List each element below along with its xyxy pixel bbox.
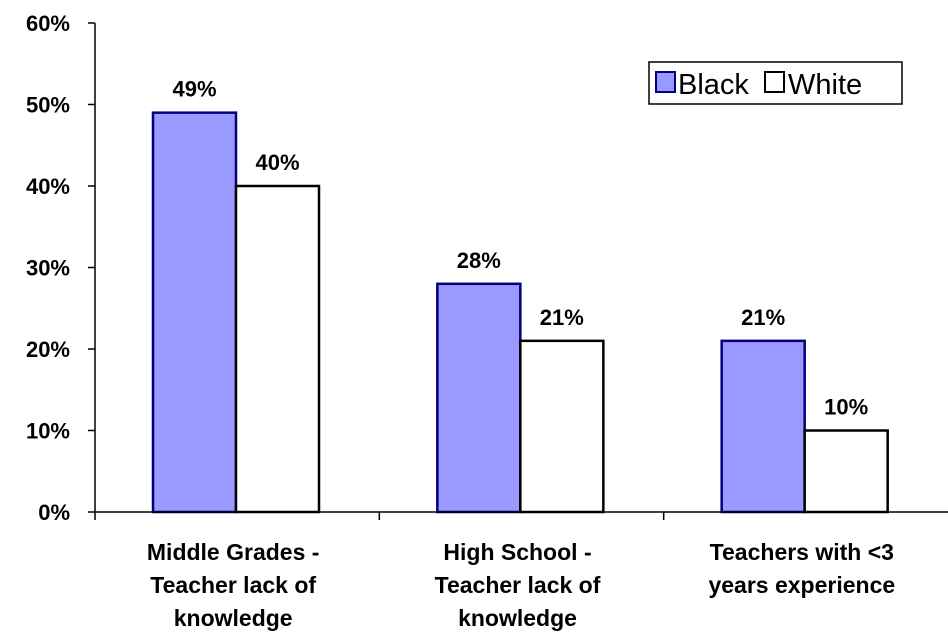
data-label-black-2: 21% (741, 305, 785, 330)
category-label-0: Middle Grades - Teacher lack of knowledge (147, 539, 320, 631)
data-label-black-0: 49% (172, 77, 216, 102)
y-tick-label: 40% (26, 174, 70, 199)
y-ticks: 0% 10% 20% 30% 40% 50% 60% (26, 11, 95, 525)
category-label-line: years experience (708, 572, 895, 598)
y-tick-label: 30% (26, 256, 70, 281)
bar-black-2 (720, 339, 806, 514)
y-tick-label: 50% (26, 93, 70, 118)
category-label-line: Teachers with <3 (710, 539, 894, 565)
bar-black-1 (436, 282, 522, 514)
bar-black-0 (151, 111, 238, 514)
category-label-line: Teacher lack of (435, 572, 601, 598)
y-tick-label: 60% (26, 11, 70, 36)
category-label-line: Teacher lack of (150, 572, 316, 598)
y-tick-label: 10% (26, 419, 70, 444)
data-label-white-0: 40% (255, 150, 299, 175)
data-label-white-1: 21% (540, 305, 584, 330)
data-labels: 49% 40% 28% 21% 21% 10% (172, 77, 868, 420)
x-ticks (94, 512, 665, 520)
category-label-line: knowledge (458, 605, 577, 631)
bar-white-2 (803, 429, 889, 514)
category-label-line: knowledge (174, 605, 293, 631)
legend: Black White (648, 61, 903, 105)
category-label-line: Middle Grades - (147, 539, 320, 565)
bars-layer (151, 111, 889, 514)
data-label-white-2: 10% (824, 395, 868, 420)
category-label-line: High School - (443, 539, 591, 565)
y-tick-label: 0% (38, 500, 70, 525)
legend-swatch-black (655, 71, 676, 93)
category-label-1: High School - Teacher lack of knowledge (435, 539, 601, 631)
category-label-2: Teachers with <3 years experience (708, 539, 895, 598)
legend-swatch-white (764, 71, 785, 93)
legend-label-black: Black (678, 69, 749, 101)
bar-white-0 (234, 184, 321, 514)
category-labels: Middle Grades -Teacher lack of knowledgeH… (147, 539, 895, 631)
data-label-black-1: 28% (457, 248, 501, 273)
bar-white-1 (519, 339, 605, 514)
legend-label-white: White (788, 69, 862, 101)
y-tick-label: 20% (26, 337, 70, 362)
